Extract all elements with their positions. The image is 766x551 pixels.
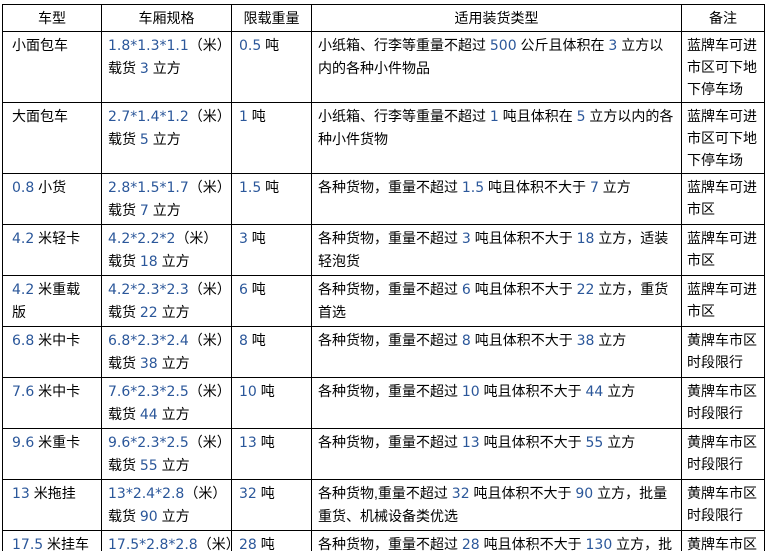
vehicle-type-cell: 7.6 米中卡 — [2, 377, 102, 429]
cargo-type-cell: 各种货物，重量不超过 13 吨且体积不大于 55 立方 — [311, 428, 682, 480]
cargo-type-cell: 各种货物，重量不超过 28 吨且体积不大于 130 立方，批量轻泡货、机械设备类… — [311, 530, 682, 551]
vehicle-type-cell: 4.2 米轻卡 — [2, 224, 102, 276]
remark-cell: 蓝牌车可进市区 — [681, 173, 765, 225]
box-spec-cell: 7.6*2.3*2.5（米） 载货 44 立方 — [101, 377, 232, 429]
cargo-type-cell: 各种货物，重量不超过 3 吨且体积不大于 18 立方，适装轻泡货 — [311, 224, 682, 276]
remark-cell: 蓝牌车可进市区 — [681, 275, 765, 327]
spec-volume: 载货 3 立方 — [108, 60, 181, 77]
vehicle-type-cell: 13 米拖挂 — [2, 479, 102, 531]
table-row: 小面包车 1.8*1.3*1.1（米） 载货 3 立方 0.5 吨 小纸箱、行李… — [2, 31, 765, 103]
box-spec-cell: 9.6*2.3*2.5（米） 载货 55 立方 — [101, 428, 232, 480]
load-limit-cell: 1 吨 — [231, 102, 312, 174]
spec-dimensions: 4.2*2.2*2（米） — [108, 230, 218, 247]
remark-text: 黄牌车市区时段限行 — [687, 485, 757, 523]
spec-dimensions: 9.6*2.3*2.5（米） — [108, 434, 231, 451]
remark-text: 黄牌车市区时段限行 — [687, 332, 757, 370]
cargo-type-cell: 各种货物，重量不超过 8 吨且体积不大于 38 立方 — [311, 326, 682, 378]
table-row: 4.2 米轻卡 4.2*2.2*2（米） 载货 18 立方 3 吨 各种货物，重… — [2, 224, 765, 276]
cargo-type-cell: 小纸箱、行李等重量不超过 500 公斤且体积在 3 立方以内的各种小件物品 — [311, 31, 682, 103]
remark-cell: 黄牌车市区时段限行 — [681, 479, 765, 531]
spec-volume: 载货 90 立方 — [108, 508, 190, 525]
spec-dimensions: 13*2.4*2.8（米） — [108, 485, 227, 502]
load-limit-cell: 8 吨 — [231, 326, 312, 378]
remark-text: 蓝牌车可进市区 — [687, 281, 757, 319]
box-spec-cell: 13*2.4*2.8（米） 载货 90 立方 — [101, 479, 232, 531]
load-limit-cell: 3 吨 — [231, 224, 312, 276]
remark-text: 黄牌车市区时段限行 — [687, 434, 757, 472]
vehicle-type-cell: 大面包车 — [2, 102, 102, 174]
remark-text: 黄牌车市区时段限行 — [687, 383, 757, 421]
spec-dimensions: 17.5*2.8*2.8（米） — [108, 536, 231, 551]
cargo-type-cell: 各种货物，重量不超过 10 吨且体积不大于 44 立方 — [311, 377, 682, 429]
cargo-type-cell: 各种货物,重量不超过 32 吨且体积不大于 90 立方，批量重货、机械设备类优选 — [311, 479, 682, 531]
spec-dimensions: 4.2*2.3*2.3（米） — [108, 281, 231, 298]
spec-volume: 载货 7 立方 — [108, 202, 181, 219]
remark-text: 蓝牌车可进市区可下地下停车场 — [687, 37, 757, 97]
table-row: 车型 车厢规格 限载重量 适用装货类型 备注 — [2, 4, 765, 32]
spec-volume: 载货 44 立方 — [108, 406, 190, 423]
remark-cell: 蓝牌车可进市区可下地下停车场 — [681, 31, 765, 103]
box-spec-cell: 17.5*2.8*2.8（米） 载货 130 立方 — [101, 530, 232, 551]
header-cell-box-spec: 车厢规格 — [101, 4, 232, 32]
remark-cell: 黄牌车市区时段限行 — [681, 377, 765, 429]
box-spec-cell: 6.8*2.3*2.4（米） 载货 38 立方 — [101, 326, 232, 378]
vehicle-type-cell: 4.2 米重载版 — [2, 275, 102, 327]
table-row: 6.8 米中卡 6.8*2.3*2.4（米） 载货 38 立方 8 吨 各种货物… — [2, 326, 765, 378]
cargo-type-cell: 各种货物，重量不超过 1.5 吨且体积不大于 7 立方 — [311, 173, 682, 225]
spec-volume: 载货 55 立方 — [108, 457, 190, 474]
spec-volume: 载货 18 立方 — [108, 253, 190, 270]
vehicle-specs-table: 车型 车厢规格 限载重量 适用装货类型 备注 小面包车 1.8*1.3*1.1（… — [2, 4, 765, 551]
header-cell-load-limit: 限载重量 — [231, 4, 312, 32]
table-row: 17.5 米挂车 17.5*2.8*2.8（米） 载货 130 立方 28 吨 … — [2, 530, 765, 551]
spec-dimensions: 1.8*1.3*1.1（米） — [108, 37, 231, 54]
spec-volume: 载货 22 立方 — [108, 304, 190, 321]
table-row: 9.6 米重卡 9.6*2.3*2.5（米） 载货 55 立方 13 吨 各种货… — [2, 428, 765, 480]
remark-text: 蓝牌车可进市区可下地下停车场 — [687, 108, 757, 168]
vehicle-type-cell: 小面包车 — [2, 31, 102, 103]
table-row: 0.8 小货 2.8*1.5*1.7（米） 载货 7 立方 1.5 吨 各种货物… — [2, 173, 765, 225]
table-row: 13 米拖挂 13*2.4*2.8（米） 载货 90 立方 32 吨 各种货物,… — [2, 479, 765, 531]
vehicle-type-cell: 0.8 小货 — [2, 173, 102, 225]
box-spec-cell: 1.8*1.3*1.1（米） 载货 3 立方 — [101, 31, 232, 103]
box-spec-cell: 2.7*1.4*1.2（米） 载货 5 立方 — [101, 102, 232, 174]
header-cell-cargo-type: 适用装货类型 — [311, 4, 682, 32]
remark-cell: 黄牌车市区时段限行 — [681, 428, 765, 480]
remark-text: 蓝牌车可进市区 — [687, 179, 757, 217]
remark-text: 黄牌车市区时段限行 — [687, 536, 757, 551]
load-limit-cell: 28 吨 — [231, 530, 312, 551]
table-row: 7.6 米中卡 7.6*2.3*2.5（米） 载货 44 立方 10 吨 各种货… — [2, 377, 765, 429]
header-cell-vehicle-type: 车型 — [2, 4, 102, 32]
box-spec-cell: 4.2*2.3*2.3（米） 载货 22 立方 — [101, 275, 232, 327]
spec-volume: 载货 38 立方 — [108, 355, 190, 372]
remark-text: 蓝牌车可进市区 — [687, 230, 757, 268]
table-body: 小面包车 1.8*1.3*1.1（米） 载货 3 立方 0.5 吨 小纸箱、行李… — [2, 31, 765, 551]
vehicle-type-cell: 9.6 米重卡 — [2, 428, 102, 480]
load-limit-cell: 0.5 吨 — [231, 31, 312, 103]
spec-dimensions: 7.6*2.3*2.5（米） — [108, 383, 231, 400]
remark-cell: 黄牌车市区时段限行 — [681, 326, 765, 378]
load-limit-cell: 6 吨 — [231, 275, 312, 327]
spec-dimensions: 2.8*1.5*1.7（米） — [108, 179, 231, 196]
spec-volume: 载货 5 立方 — [108, 131, 181, 148]
box-spec-cell: 2.8*1.5*1.7（米） 载货 7 立方 — [101, 173, 232, 225]
table-header-row: 车型 车厢规格 限载重量 适用装货类型 备注 — [2, 4, 765, 32]
table-row: 大面包车 2.7*1.4*1.2（米） 载货 5 立方 1 吨 小纸箱、行李等重… — [2, 102, 765, 174]
box-spec-cell: 4.2*2.2*2（米） 载货 18 立方 — [101, 224, 232, 276]
cargo-type-cell: 小纸箱、行李等重量不超过 1 吨且体积在 5 立方以内的各种小件货物 — [311, 102, 682, 174]
spec-dimensions: 6.8*2.3*2.4（米） — [108, 332, 231, 349]
table-row: 4.2 米重载版 4.2*2.3*2.3（米） 载货 22 立方 6 吨 各种货… — [2, 275, 765, 327]
remark-cell: 蓝牌车可进市区可下地下停车场 — [681, 102, 765, 174]
remark-cell: 黄牌车市区时段限行 — [681, 530, 765, 551]
spec-dimensions: 2.7*1.4*1.2（米） — [108, 108, 231, 125]
load-limit-cell: 32 吨 — [231, 479, 312, 531]
vehicle-type-cell: 17.5 米挂车 — [2, 530, 102, 551]
load-limit-cell: 10 吨 — [231, 377, 312, 429]
remark-cell: 蓝牌车可进市区 — [681, 224, 765, 276]
load-limit-cell: 13 吨 — [231, 428, 312, 480]
vehicle-type-cell: 6.8 米中卡 — [2, 326, 102, 378]
header-cell-remark: 备注 — [681, 4, 765, 32]
load-limit-cell: 1.5 吨 — [231, 173, 312, 225]
cargo-type-cell: 各种货物，重量不超过 6 吨且体积不大于 22 立方，重货首选 — [311, 275, 682, 327]
